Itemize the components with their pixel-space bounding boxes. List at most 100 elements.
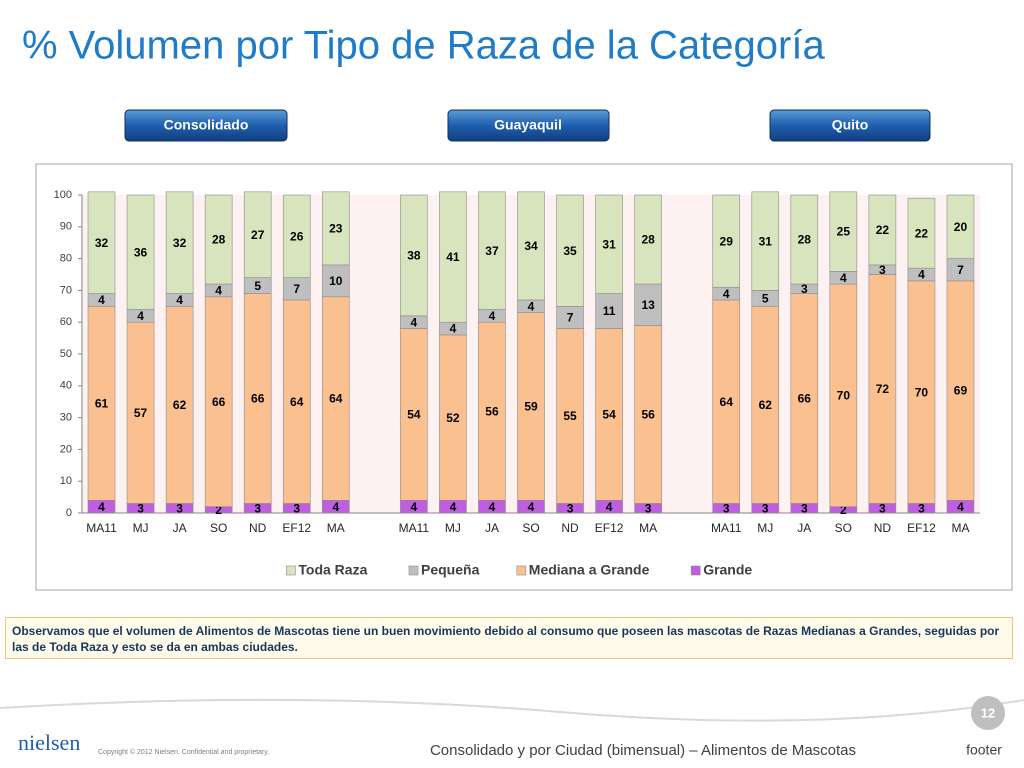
value-label: 3 <box>762 501 769 515</box>
bar-segment <box>790 194 819 285</box>
value-label: 41 <box>446 250 460 264</box>
bar-segment <box>946 194 975 259</box>
bar-segment <box>126 194 155 310</box>
bar-segment <box>556 194 584 307</box>
value-label: 7 <box>567 311 574 325</box>
x-tick-label: ND <box>561 521 579 535</box>
value-label: 4 <box>450 322 457 336</box>
x-tick-label: MJ <box>445 521 461 535</box>
x-tick-label: MA11 <box>711 521 742 535</box>
value-label: 64 <box>720 395 734 409</box>
value-label: 64 <box>329 392 343 406</box>
x-tick-label: SO <box>835 521 852 535</box>
bar-segment <box>868 194 897 266</box>
bar-segment <box>712 194 741 288</box>
button[interactable] <box>769 109 931 142</box>
value-label: 54 <box>407 408 421 422</box>
value-label: 3 <box>879 263 886 277</box>
value-label: 4 <box>98 293 105 307</box>
value-label: 4 <box>411 500 418 514</box>
value-label: 26 <box>290 230 304 244</box>
value-label: 62 <box>759 398 773 412</box>
value-label: 5 <box>762 292 769 306</box>
bar-segment <box>751 191 780 291</box>
value-label: 4 <box>450 500 457 514</box>
value-label: 28 <box>212 233 226 247</box>
value-label: 4 <box>176 293 183 307</box>
bar-segment <box>829 283 858 507</box>
button[interactable] <box>447 109 610 142</box>
value-label: 4 <box>723 287 730 301</box>
value-label: 2 <box>215 503 222 517</box>
bar-segment <box>165 191 194 294</box>
bar-segment <box>634 194 662 285</box>
x-tick-label: MA11 <box>86 521 117 535</box>
y-tick-label: 70 <box>60 284 72 296</box>
x-tick-label: JA <box>797 521 811 535</box>
bar-segment <box>595 328 623 501</box>
x-tick-label: EF12 <box>907 521 936 535</box>
value-label: 4 <box>957 500 964 514</box>
value-label: 4 <box>411 315 418 329</box>
value-label: 11 <box>603 304 616 318</box>
x-tick-label: SO <box>522 521 539 535</box>
page-number: 12 <box>981 705 995 720</box>
value-label: 31 <box>759 234 773 248</box>
button-label[interactable]: Consolidado <box>164 117 249 133</box>
value-label: 22 <box>876 223 890 237</box>
legend-swatch <box>516 565 527 576</box>
button-label[interactable]: Guayaquil <box>494 117 562 133</box>
value-label: 55 <box>563 409 577 423</box>
y-tick-label: 100 <box>54 189 72 201</box>
legend-swatch <box>690 565 701 576</box>
value-label: 56 <box>485 404 499 418</box>
value-label: 36 <box>134 245 148 259</box>
value-label: 32 <box>95 236 109 250</box>
button-label[interactable]: Quito <box>832 117 869 133</box>
bar-segment <box>439 191 467 323</box>
value-label: 62 <box>173 398 187 412</box>
value-label: 25 <box>837 225 851 239</box>
y-tick-label: 0 <box>66 507 72 519</box>
bar-segment <box>87 191 116 294</box>
value-label: 4 <box>528 299 535 313</box>
value-label: 3 <box>801 282 808 296</box>
value-label: 69 <box>954 384 968 398</box>
bar-segment <box>478 191 506 310</box>
legend-label: Grande <box>703 562 752 578</box>
legend-label: Pequeña <box>421 562 480 578</box>
value-label: 28 <box>641 233 655 247</box>
bar-segment <box>204 194 233 285</box>
value-label: 4 <box>606 500 613 514</box>
value-label: 3 <box>645 501 652 515</box>
legend-label: Toda Raza <box>298 562 367 578</box>
value-label: 4 <box>98 500 105 514</box>
bar-segment <box>556 328 584 504</box>
bar-segment <box>165 305 194 504</box>
bar-segment <box>400 328 428 501</box>
bar-segment <box>790 293 819 504</box>
bar-segment <box>321 191 350 266</box>
button[interactable] <box>124 109 288 142</box>
value-label: 35 <box>563 244 577 258</box>
value-label: 4 <box>332 500 339 514</box>
bar-segment <box>439 334 467 501</box>
value-label: 37 <box>485 244 499 258</box>
buttons: Consolidado Guayaquil Quito <box>124 109 931 142</box>
y-tick-label: 80 <box>60 253 72 265</box>
value-label: 4 <box>528 500 535 514</box>
bar-segment <box>907 197 936 269</box>
bar-segment <box>243 191 272 278</box>
x-tick-label: SO <box>210 521 227 535</box>
bar-segment <box>712 299 741 504</box>
value-label: 20 <box>954 220 968 234</box>
footer-swoosh <box>0 698 1024 722</box>
bar-segment <box>907 280 936 504</box>
value-label: 32 <box>173 236 187 250</box>
x-tick-label: ND <box>874 521 892 535</box>
value-label: 4 <box>840 271 847 285</box>
value-label: 31 <box>602 237 616 251</box>
value-label: 56 <box>641 408 655 422</box>
bar-segment <box>517 191 545 301</box>
